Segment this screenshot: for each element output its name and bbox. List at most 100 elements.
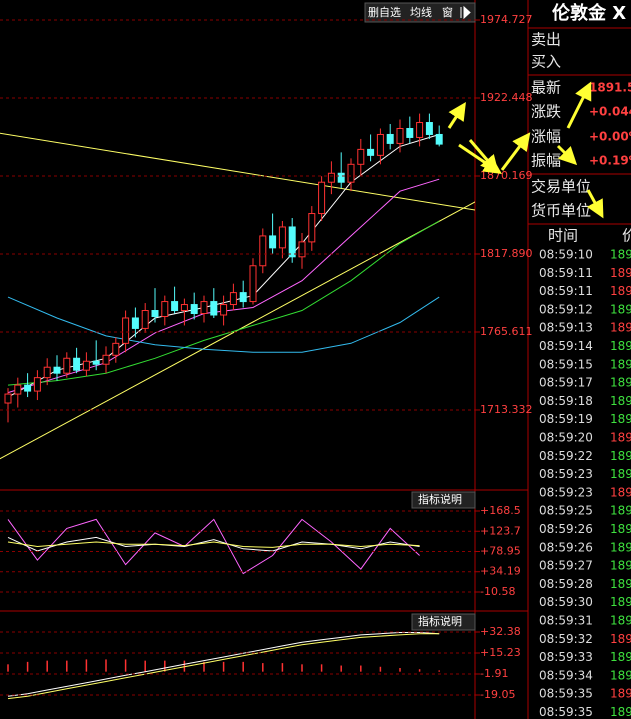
series-line <box>7 632 440 697</box>
candle-body <box>112 342 120 356</box>
tick-time: 08:59:34 <box>539 668 593 682</box>
candle-body <box>229 292 237 306</box>
y-tick-label: +34.19 <box>480 565 521 578</box>
candle-body <box>416 122 424 138</box>
quote-title: 伦敦金 X <box>552 2 626 24</box>
tick-price: 189 <box>610 614 631 628</box>
tick-time: 08:59:31 <box>539 614 593 628</box>
tick-time: 08:59:14 <box>539 339 593 353</box>
indicator-button <box>411 491 476 509</box>
series-line <box>7 220 440 386</box>
candle-body <box>210 301 218 316</box>
y-tick-label: 1974.727 <box>480 13 533 26</box>
candle-body <box>288 226 296 258</box>
tick-price: 189 <box>610 485 631 499</box>
candle-body <box>367 148 375 156</box>
quote-label: 买入 <box>531 53 561 71</box>
candle-body <box>406 128 414 138</box>
y-tick-label: 1870.169 <box>480 169 533 182</box>
toolbar-button[interactable]: 窗 <box>442 5 453 19</box>
tick-price: 189 <box>610 577 631 591</box>
candle-body <box>220 304 228 316</box>
candle-body <box>63 357 71 374</box>
candle-body <box>4 393 12 404</box>
charts: 1713.332 1765.611 1817.890 1870.169 1922.448… <box>0 13 533 701</box>
tick-price: 189 <box>610 248 631 262</box>
series-line <box>7 633 440 700</box>
tick-price: 189 <box>610 540 631 554</box>
candle-body <box>131 317 139 329</box>
quote-label: 交易单位 <box>531 178 591 196</box>
candle-body <box>161 301 169 317</box>
tick-time: 08:59:35 <box>539 705 593 719</box>
tick-time: 08:59:15 <box>539 357 593 371</box>
candle-body <box>337 172 345 183</box>
toolbar-icon[interactable] <box>460 5 471 20</box>
tick-price: 189 <box>610 705 631 719</box>
quote-label: 卖出 <box>531 31 561 49</box>
tick-time: 08:59:26 <box>539 522 593 536</box>
quote-label: 最新 <box>531 79 561 97</box>
candle-body <box>327 172 335 183</box>
candle-body <box>24 384 32 392</box>
candle-body <box>318 181 326 215</box>
quote-value: +0.0446 <box>589 105 631 119</box>
tick-time: 08:59:13 <box>539 321 593 335</box>
candle-body <box>435 133 443 145</box>
candle-body <box>82 360 90 371</box>
candle-body <box>151 310 159 317</box>
candle-body <box>122 317 130 344</box>
candle-body <box>171 301 179 312</box>
tick-price: 189 <box>610 668 631 682</box>
series-line <box>0 132 475 211</box>
tick-price: 189 <box>610 504 631 518</box>
y-tick-label: 1713.332 <box>480 403 533 416</box>
series-line <box>7 134 440 398</box>
indicator-button-label[interactable]: 指标说明 <box>418 492 462 506</box>
toolbar-button[interactable]: 均线 <box>410 5 432 19</box>
candle-body <box>357 148 365 165</box>
y-tick-label: 1922.448 <box>480 91 533 104</box>
indicator-button <box>411 613 476 631</box>
tick-price: 189 <box>610 284 631 298</box>
tick-time: 08:59:23 <box>539 467 593 481</box>
toolbar-button[interactable]: 删自选 <box>368 6 401 19</box>
candle-body <box>259 235 267 267</box>
plot <box>7 518 420 575</box>
tick-time: 08:59:17 <box>539 376 593 390</box>
candle-body <box>73 357 81 371</box>
tick-price: 189 <box>610 376 631 390</box>
tick-time: 08:59:10 <box>539 248 593 262</box>
series-line <box>7 541 420 548</box>
tick-time: 08:59:25 <box>539 504 593 518</box>
plot <box>7 632 440 700</box>
y-tick-label: +32.38 <box>480 625 521 638</box>
tick-time: 08:59:27 <box>539 559 593 573</box>
tick-price: 189 <box>610 522 631 536</box>
candle-body <box>269 235 277 249</box>
quote-label: 振幅 <box>531 152 561 170</box>
candle-body <box>180 304 188 312</box>
candle-body <box>396 128 404 144</box>
candle-body <box>347 163 355 183</box>
tick-time: 08:59:12 <box>539 302 593 316</box>
tick-price: 189 <box>610 412 631 426</box>
tick-time: 08:59:11 <box>539 284 593 298</box>
table-header: 价 <box>622 227 631 245</box>
tick-time: 08:59:28 <box>539 577 593 591</box>
indicator-button-label[interactable]: 指标说明 <box>418 614 462 628</box>
y-tick-label: +78.95 <box>480 544 521 557</box>
tick-price: 189 <box>610 431 631 445</box>
tick-price: 189 <box>610 302 631 316</box>
tick-time: 08:59:22 <box>539 449 593 463</box>
candle-body <box>249 265 257 303</box>
quote-label: 涨跌 <box>531 103 561 121</box>
tick-time: 08:59:30 <box>539 595 593 609</box>
tick-time: 08:59:33 <box>539 650 593 664</box>
candle-body <box>53 366 61 374</box>
y-tick-label: 1817.890 <box>480 247 533 260</box>
ticks-table: 08:59:10 189 08:59:11 189 08:59:11 189 08:59:1… <box>539 248 631 719</box>
tick-price: 189 <box>610 321 631 335</box>
candle-body <box>102 354 110 365</box>
